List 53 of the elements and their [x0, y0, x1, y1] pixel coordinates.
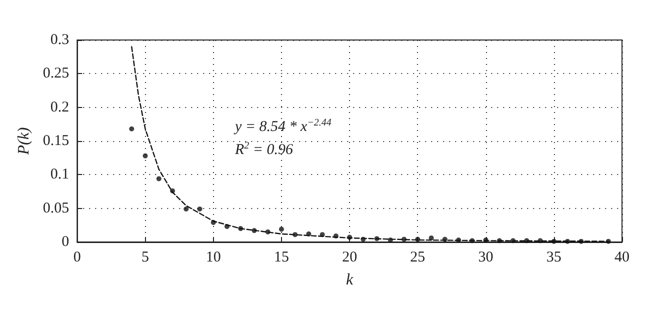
point: [524, 238, 530, 244]
y-tick-label: 0.05: [42, 200, 70, 216]
x-tick-label: 25: [410, 250, 426, 266]
point: [292, 232, 298, 238]
point: [142, 153, 148, 158]
point: [538, 238, 543, 244]
y-tick-label: 0: [62, 234, 70, 250]
point: [197, 206, 202, 212]
point: [551, 238, 556, 244]
point: [252, 228, 257, 234]
point: [210, 220, 216, 225]
point: [156, 176, 162, 182]
y-tick-label: 0.1: [50, 166, 70, 183]
point: [606, 238, 611, 244]
point: [483, 237, 488, 242]
x-tick-label: 40: [614, 250, 630, 266]
point: [402, 236, 407, 242]
point: [306, 231, 312, 236]
point: [388, 237, 393, 242]
point: [510, 238, 516, 244]
y-tick-label: 0.3: [50, 32, 70, 48]
x-axis-title: k: [346, 272, 354, 288]
point: [320, 232, 325, 238]
point: [442, 236, 448, 242]
point: [456, 237, 462, 242]
point: [565, 238, 570, 244]
point: [470, 238, 475, 244]
point: [170, 188, 175, 194]
x-tick-label: 10: [206, 250, 221, 266]
point: [278, 226, 284, 232]
point: [265, 229, 270, 234]
x-tick-label: 0: [73, 250, 81, 266]
x-tick-label: 15: [274, 250, 289, 266]
point: [224, 224, 230, 230]
y-tick-label: 0.15: [42, 133, 70, 149]
point: [238, 226, 244, 232]
x-tick-label: 30: [478, 250, 494, 266]
point: [184, 206, 189, 212]
point: [578, 238, 584, 244]
y-tick-label: 0.2: [50, 99, 70, 116]
point: [374, 236, 380, 242]
point: [333, 233, 338, 238]
x-tick-label: 35: [546, 250, 562, 266]
x-tick-label: 20: [342, 250, 358, 266]
point: [496, 238, 502, 244]
point: [347, 234, 352, 240]
y-tick-label: 0.25: [42, 66, 70, 82]
point: [360, 236, 366, 242]
y-axis-title: P(k): [16, 127, 32, 156]
point: [415, 236, 420, 242]
point: [129, 126, 134, 132]
x-tick-label: 5: [142, 250, 150, 266]
point: [428, 235, 434, 240]
